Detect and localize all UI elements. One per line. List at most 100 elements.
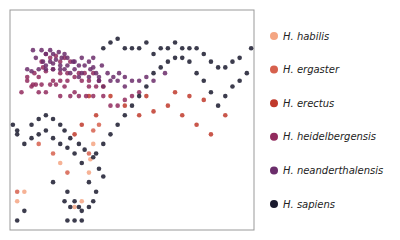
point — [230, 59, 235, 64]
point — [97, 78, 102, 83]
point — [91, 155, 96, 160]
point — [72, 90, 77, 95]
series — [15, 122, 101, 194]
point — [123, 84, 128, 89]
point — [115, 122, 120, 127]
point — [62, 199, 67, 204]
plot-frame — [10, 10, 254, 230]
point — [180, 46, 185, 51]
point — [72, 67, 77, 72]
point — [82, 147, 87, 152]
point — [194, 46, 199, 51]
point — [97, 166, 102, 171]
point — [44, 52, 49, 57]
point — [51, 78, 56, 83]
point — [91, 94, 96, 99]
legend: H. habilisH. ergasterH. erectusH. heidel… — [270, 31, 383, 210]
point — [19, 90, 24, 95]
point — [166, 103, 171, 108]
point — [68, 205, 73, 210]
point — [216, 65, 221, 70]
series — [11, 36, 254, 222]
point — [51, 151, 56, 156]
point — [123, 113, 128, 118]
point — [94, 189, 99, 194]
point — [87, 59, 92, 64]
point — [123, 46, 128, 51]
point — [201, 78, 206, 83]
point — [100, 63, 105, 68]
point — [201, 52, 206, 57]
point — [51, 180, 56, 185]
point — [180, 56, 185, 61]
point — [48, 59, 53, 64]
point — [87, 151, 92, 156]
plot-area — [10, 10, 254, 230]
point — [51, 52, 56, 57]
point — [62, 52, 67, 57]
point — [151, 52, 156, 57]
point — [151, 71, 156, 76]
point — [187, 94, 192, 99]
point — [88, 67, 93, 72]
point — [48, 82, 53, 87]
point — [31, 82, 36, 87]
point — [72, 151, 77, 156]
point — [158, 46, 163, 51]
point — [15, 128, 20, 133]
point — [158, 65, 163, 70]
point — [151, 78, 156, 83]
point — [65, 145, 70, 150]
point — [79, 199, 84, 204]
point — [115, 78, 120, 83]
point — [79, 122, 84, 127]
point — [39, 82, 44, 87]
point — [97, 78, 102, 83]
chart-svg: H. habilisH. ergasterH. erectusH. heidel… — [0, 0, 400, 240]
legend-item: H. sapiens — [270, 199, 335, 210]
point — [84, 94, 89, 99]
point — [51, 117, 56, 122]
point — [94, 84, 99, 89]
point — [87, 170, 92, 175]
legend-item: H. ergaster — [270, 64, 340, 75]
series — [15, 142, 96, 210]
point — [77, 75, 82, 80]
point — [77, 63, 82, 68]
point — [79, 218, 84, 223]
point — [209, 59, 214, 64]
point — [144, 84, 149, 89]
point — [11, 122, 16, 127]
point — [111, 75, 116, 80]
point — [216, 103, 221, 108]
point — [36, 75, 41, 80]
point — [22, 142, 27, 147]
point — [68, 136, 73, 141]
point — [41, 59, 46, 64]
point — [108, 103, 113, 108]
point — [115, 103, 120, 108]
point — [87, 84, 92, 89]
point — [194, 71, 199, 76]
legend-swatch — [270, 200, 278, 208]
marks — [11, 36, 254, 222]
point — [144, 94, 149, 99]
point — [187, 59, 192, 64]
legend-swatch — [270, 32, 278, 40]
point — [54, 82, 59, 87]
point — [223, 113, 228, 118]
point — [91, 128, 96, 133]
point — [137, 78, 142, 83]
point — [44, 52, 49, 57]
point — [105, 71, 110, 76]
point — [130, 78, 135, 83]
point — [223, 94, 228, 99]
point — [117, 71, 122, 76]
point — [101, 174, 106, 179]
legend-swatch — [270, 99, 278, 107]
chart-container: H. habilisH. ergasterH. erectusH. heidel… — [0, 0, 400, 240]
point — [245, 71, 250, 76]
point — [137, 113, 142, 118]
point — [58, 67, 63, 72]
point — [130, 46, 135, 51]
